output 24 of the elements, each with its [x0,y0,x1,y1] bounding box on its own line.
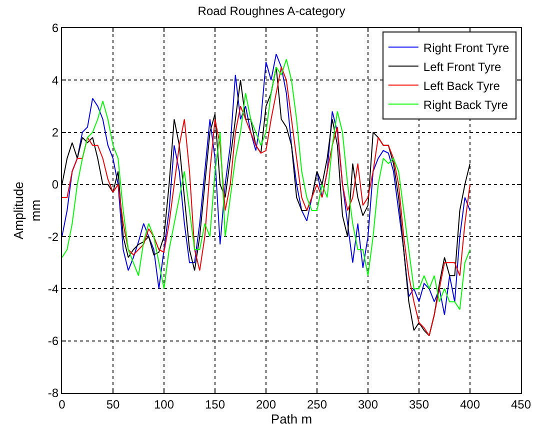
y-axis-title: Amplitude mm [10,182,43,240]
y-tick-label: -4 [48,282,59,296]
legend-label: Left Front Tyre [423,60,502,74]
y-tick-label: 4 [52,73,59,88]
chart-title: Road Roughnes A-category [198,4,346,18]
y-tick-label: 6 [52,21,59,36]
x-tick-label: 300 [358,397,378,412]
x-tick-label: 200 [256,397,276,412]
y-tick-label: 2 [52,125,59,140]
legend-label: Left Back Tyre [423,78,500,93]
x-tick-label: 350 [408,397,430,412]
legend-label: Right Back Tyre [423,98,508,112]
x-tick-label: 450 [510,397,532,412]
y-tick-label: 0 [52,178,59,192]
x-tick-label: 400 [460,397,480,412]
y-tick-label: -2 [48,230,59,244]
legend-label: Right Front Tyre [423,40,510,55]
x-tick-label: 150 [204,397,226,412]
x-tick-label: 100 [154,397,174,412]
y-tick-label: -8 [48,386,59,400]
x-tick-label: 250 [306,397,328,412]
x-axis-title: Path m [270,411,312,426]
x-tick-label: 50 [106,397,120,412]
y-tick-label: -6 [48,334,59,348]
